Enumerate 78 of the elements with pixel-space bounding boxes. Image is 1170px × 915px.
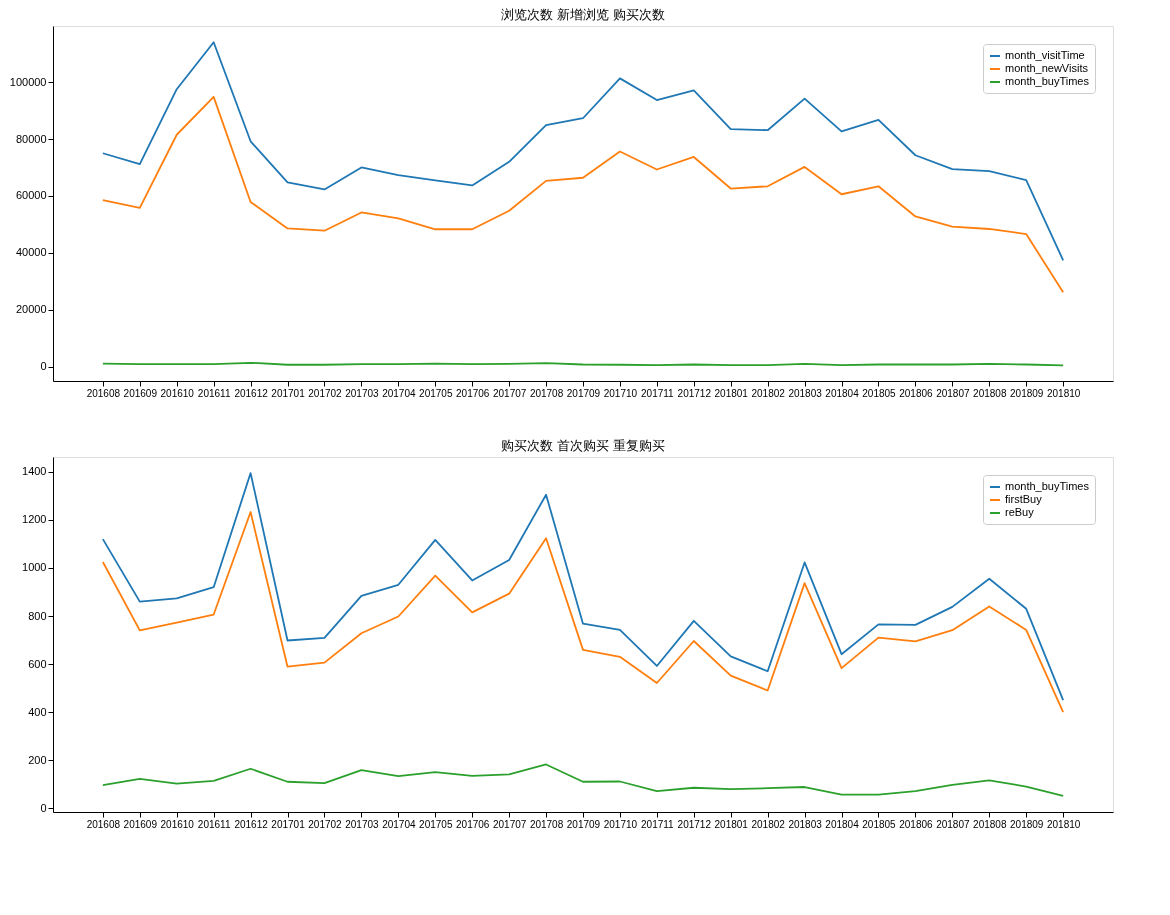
x-tick-label: 201708 xyxy=(529,818,564,830)
x-tick-label: 201803 xyxy=(788,387,823,399)
x-tick-label: 201706 xyxy=(456,818,490,830)
y-tick-label: 20000 xyxy=(15,303,47,316)
x-tick-label: 201701 xyxy=(271,818,306,830)
x-tick-label: 201807 xyxy=(936,818,970,830)
x-tick-label: 201709 xyxy=(566,818,601,830)
x-tick-label: 201808 xyxy=(973,818,1007,830)
y-tick-label: 100000 xyxy=(9,75,47,88)
x-tick-label: 201806 xyxy=(899,818,934,830)
x-tick-label: 201808 xyxy=(973,387,1007,399)
line-series xyxy=(101,95,1065,294)
x-tick-label: 201608 xyxy=(86,387,121,399)
chart-title: 购买次数 首次购买 重复购买 xyxy=(501,438,665,453)
x-tick-label: 201711 xyxy=(641,818,675,830)
x-tick-label: 201805 xyxy=(862,387,897,399)
x-tick-label: 201608 xyxy=(86,818,121,830)
x-tick-label: 201712 xyxy=(677,818,712,830)
y-tick-label: 0 xyxy=(40,360,47,373)
x-tick-label: 201704 xyxy=(382,818,416,830)
x-tick-label: 201701 xyxy=(271,387,306,399)
legend-label: month_buyTimes xyxy=(1005,480,1090,492)
legend-label: firstBuy xyxy=(1005,493,1043,505)
x-tick-label: 201712 xyxy=(677,387,712,399)
x-tick-label: 201702 xyxy=(308,387,343,399)
x-tick-label: 201707 xyxy=(492,818,527,830)
x-tick-label: 201702 xyxy=(308,818,343,830)
x-tick-label: 201612 xyxy=(234,387,269,399)
x-tick-label: 201611 xyxy=(197,818,231,830)
x-tick-label: 201710 xyxy=(603,387,638,399)
x-tick-label: 201809 xyxy=(1010,387,1044,399)
x-tick-label: 201709 xyxy=(566,387,601,399)
y-tick-label: 600 xyxy=(28,657,47,670)
legend-label: reBuy xyxy=(1005,506,1035,518)
x-tick-label: 201802 xyxy=(751,818,786,830)
x-tick-label: 201611 xyxy=(197,387,231,399)
x-tick-label: 201710 xyxy=(603,818,638,830)
x-tick-label: 201703 xyxy=(345,818,380,830)
x-tick-label: 201802 xyxy=(751,387,786,399)
y-tick-label: 200 xyxy=(28,753,47,766)
x-tick-label: 201807 xyxy=(936,387,970,399)
x-tick-label: 201703 xyxy=(345,387,380,399)
y-tick-label: 80000 xyxy=(15,132,47,145)
x-tick-label: 201704 xyxy=(382,387,416,399)
legend-label: month_buyTimes xyxy=(1005,75,1090,87)
x-tick-label: 201804 xyxy=(825,387,860,399)
x-tick-label: 201806 xyxy=(899,387,934,399)
x-tick-label: 201711 xyxy=(641,387,675,399)
x-tick-label: 201609 xyxy=(123,387,158,399)
line-series xyxy=(101,763,1065,797)
legend-label: month_newVisits xyxy=(1005,62,1089,74)
y-tick-label: 60000 xyxy=(15,189,47,202)
x-tick-label: 201810 xyxy=(1046,387,1081,399)
x-tick-label: 201810 xyxy=(1046,818,1081,830)
y-tick-label: 1000 xyxy=(22,561,47,574)
x-tick-label: 201804 xyxy=(825,818,860,830)
x-tick-label: 201705 xyxy=(419,387,453,399)
x-tick-label: 201803 xyxy=(788,818,823,830)
legend-label: month_visitTime xyxy=(1005,49,1085,61)
y-tick-label: 40000 xyxy=(15,246,47,259)
y-tick-label: 400 xyxy=(28,705,47,718)
y-tick-label: 1400 xyxy=(22,465,47,478)
x-tick-label: 201708 xyxy=(529,387,564,399)
y-tick-label: 800 xyxy=(28,609,47,622)
x-tick-label: 201801 xyxy=(714,387,749,399)
y-tick-label: 0 xyxy=(40,801,47,814)
x-tick-label: 201707 xyxy=(492,387,527,399)
x-tick-label: 201610 xyxy=(160,387,195,399)
y-tick-label: 1200 xyxy=(22,513,47,526)
chart-title: 浏览次数 新增浏览 购买次数 xyxy=(501,7,665,22)
x-tick-label: 201805 xyxy=(862,818,897,830)
x-tick-label: 201801 xyxy=(714,818,749,830)
x-tick-label: 201705 xyxy=(419,818,453,830)
x-tick-label: 201609 xyxy=(123,818,158,830)
x-tick-label: 201706 xyxy=(456,387,490,399)
x-tick-label: 201809 xyxy=(1010,818,1044,830)
x-tick-label: 201612 xyxy=(234,818,269,830)
x-tick-label: 201610 xyxy=(160,818,195,830)
